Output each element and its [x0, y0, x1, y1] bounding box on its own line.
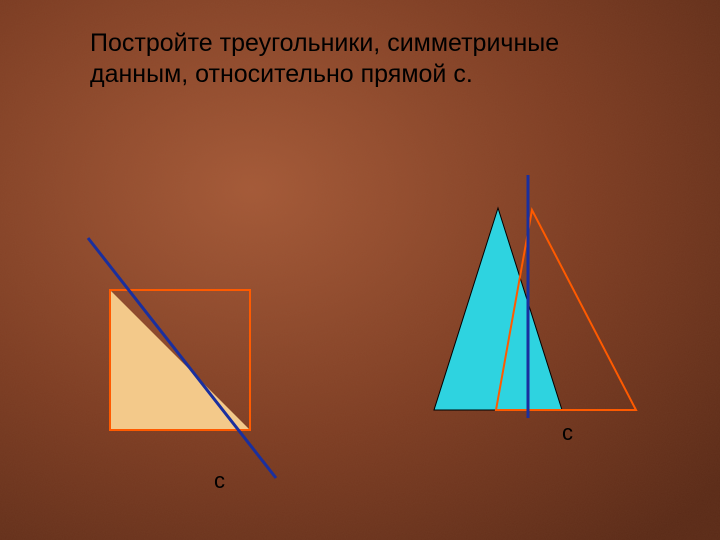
label-c-left: с [214, 468, 225, 494]
label-c-right: с [562, 420, 573, 446]
right-cyan-triangle [434, 208, 562, 410]
slide-title: Постройте треугольники, симметричные дан… [90, 28, 650, 91]
left-filled-triangle [110, 290, 250, 430]
